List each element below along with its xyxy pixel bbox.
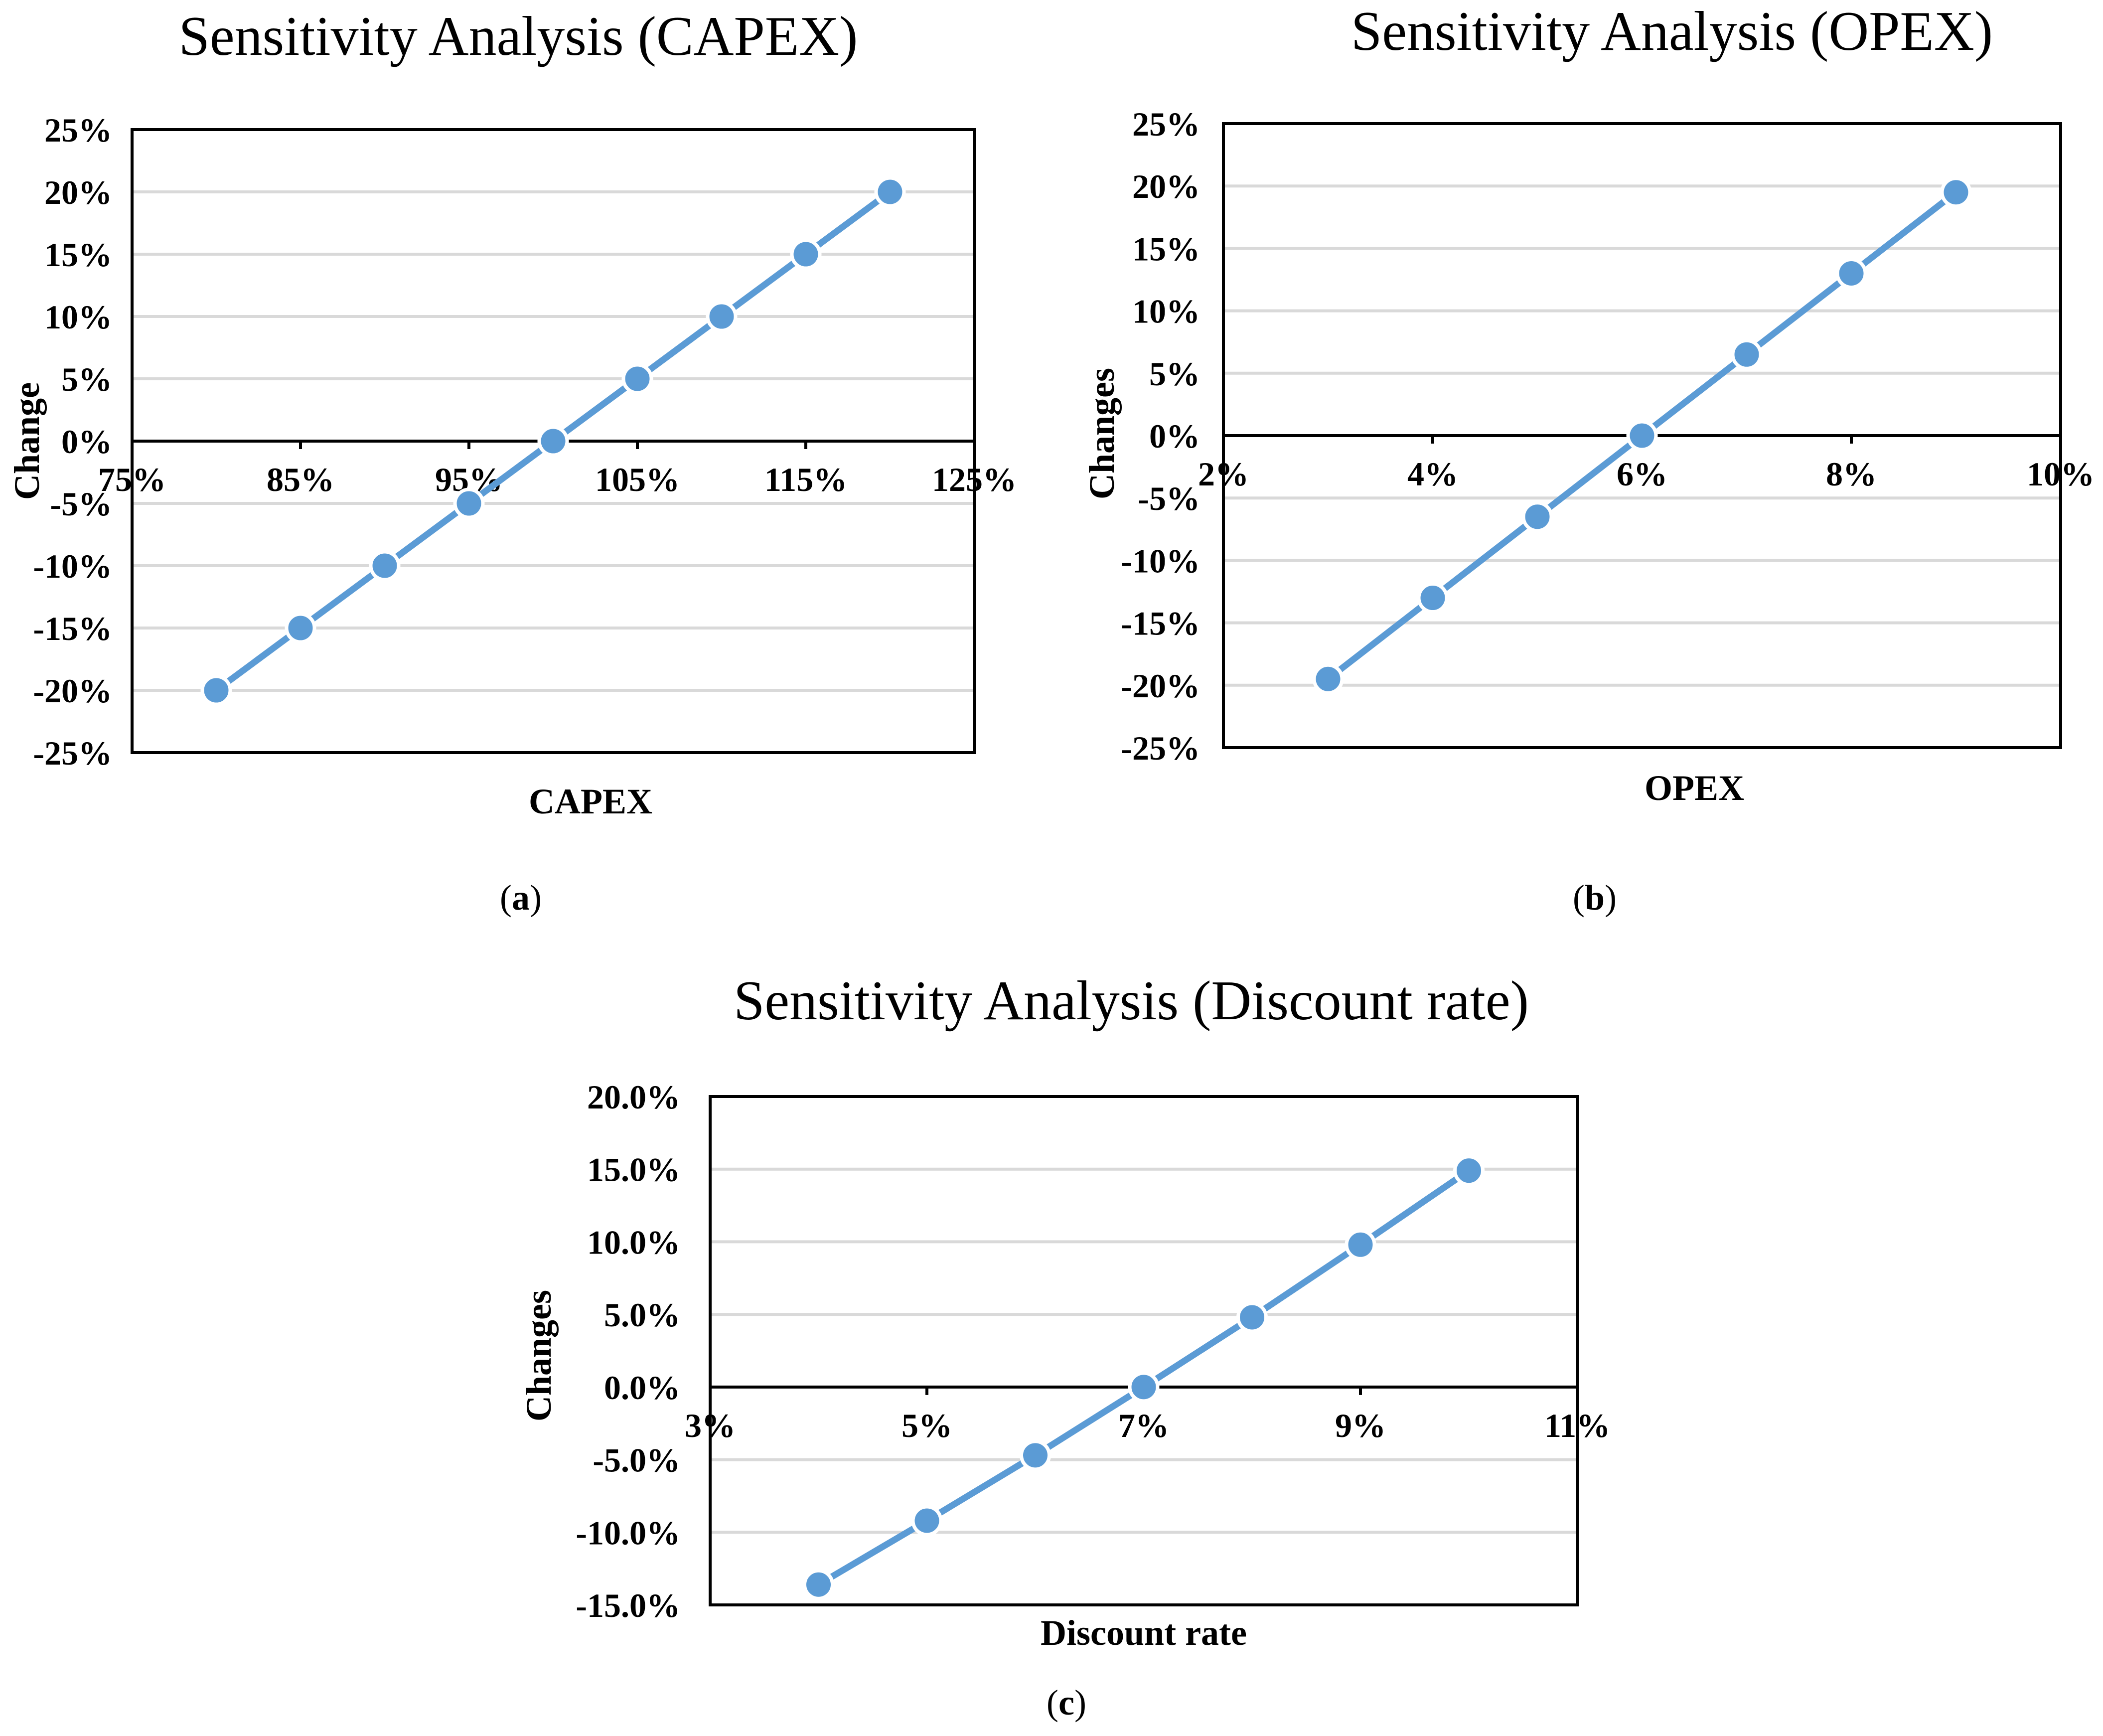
y-tick-label: 15.0%	[587, 1151, 680, 1189]
chart-title: Sensitivity Analysis (Discount rate)	[734, 970, 1529, 1032]
x-tick-label: 115%	[764, 461, 847, 498]
chart-title: Sensitivity Analysis (CAPEX)	[179, 5, 858, 67]
data-point	[285, 612, 316, 644]
y-tick-label: -10%	[1121, 542, 1200, 580]
plot-frame	[709, 1095, 1579, 1606]
y-tick-label: -10%	[33, 547, 112, 585]
data-point	[1731, 338, 1763, 370]
data-point	[1521, 501, 1553, 533]
x-axis-label: CAPEX	[529, 782, 652, 821]
data-point	[1128, 1371, 1160, 1403]
data-point	[1626, 420, 1658, 452]
y-tick-label: -10.0%	[576, 1514, 680, 1552]
chart-title: Sensitivity Analysis (OPEX)	[1351, 0, 1993, 62]
data-point	[537, 425, 569, 457]
data-point	[1453, 1155, 1485, 1187]
x-tick-label: 125%	[932, 461, 1017, 498]
y-tick-label: 20%	[44, 173, 112, 211]
y-tick-label: 10.0%	[587, 1223, 680, 1261]
x-tick-label: 85%	[267, 461, 334, 498]
y-tick-label: -15.0%	[576, 1586, 680, 1624]
y-axis-label: Changes	[1082, 368, 1122, 499]
y-tick-label: 25%	[1132, 105, 1200, 143]
data-point	[790, 238, 822, 270]
data-point	[1312, 663, 1344, 695]
data-point	[621, 363, 653, 395]
panel-label: (a)	[500, 878, 542, 918]
x-tick-label: 10%	[2027, 455, 2095, 493]
y-tick-label: 15%	[44, 236, 112, 274]
chart-c: Sensitivity Analysis (Discount rate) 3% 5%…	[519, 970, 1610, 1723]
y-tick-label: 10%	[1132, 293, 1200, 330]
y-tick-label: 5%	[1149, 355, 1200, 393]
x-tick-label: 75%	[98, 461, 166, 498]
y-tick-label: -25%	[33, 734, 112, 772]
y-axis-label: Changes	[519, 1290, 559, 1421]
y-tick-label: 25%	[44, 111, 112, 149]
data-point	[1020, 1439, 1051, 1471]
x-axis-label: OPEX	[1645, 768, 1744, 808]
panel-letter: b	[1585, 878, 1605, 918]
y-tick-label: -5%	[50, 485, 112, 523]
y-tick-label: 20%	[1132, 167, 1200, 205]
data-point	[1835, 257, 1867, 289]
panel-label: (b)	[1573, 878, 1617, 918]
data-point	[453, 487, 485, 519]
x-tick-label: 6%	[1617, 455, 1667, 493]
data-point	[200, 674, 232, 706]
x-tick-label: 3%	[685, 1407, 736, 1444]
x-tick-label: 11%	[1544, 1407, 1610, 1444]
data-point	[803, 1569, 834, 1600]
chart-a: Sensitivity Analysis (CAPEX)75% 85% 95% 105…	[7, 5, 1017, 918]
y-tick-label: -15%	[33, 610, 112, 647]
y-tick-label: -5%	[1138, 479, 1200, 517]
y-tick-label: 0.0%	[604, 1369, 680, 1407]
panel-letter: a	[512, 878, 530, 918]
x-tick-label: 8%	[1826, 455, 1877, 493]
x-tick-label: 9%	[1335, 1407, 1386, 1444]
y-tick-label: 5.0%	[604, 1296, 680, 1334]
y-tick-label: 20.0%	[587, 1078, 680, 1116]
panel-letter: c	[1058, 1683, 1074, 1723]
y-tick-label: 15%	[1132, 230, 1200, 268]
y-tick-label: 10%	[44, 298, 112, 336]
y-tick-label: -15%	[1121, 605, 1200, 642]
data-point	[1345, 1229, 1376, 1261]
x-tick-label: 4%	[1407, 455, 1458, 493]
data-point	[369, 550, 401, 582]
data-point	[1940, 176, 1972, 208]
y-tick-label: 0%	[1149, 417, 1200, 455]
data-point	[1417, 582, 1449, 614]
x-tick-label: 7%	[1118, 1407, 1169, 1444]
y-axis-label: Change	[7, 382, 47, 500]
data-point	[874, 176, 906, 208]
y-tick-label: -20%	[1121, 667, 1200, 705]
data-point	[1236, 1301, 1268, 1333]
y-tick-label: -20%	[33, 672, 112, 710]
y-tick-label: -25%	[1121, 729, 1200, 767]
x-tick-label: 2%	[1198, 455, 1249, 493]
y-tick-label: -5.0%	[593, 1441, 680, 1479]
x-axis-label: Discount rate	[1041, 1613, 1247, 1653]
x-tick-label: 105%	[595, 461, 680, 498]
y-tick-label: 0%	[61, 423, 112, 461]
x-tick-label: 5%	[901, 1407, 952, 1444]
y-tick-label: 5%	[61, 360, 112, 398]
chart-b: Sensitivity Analysis (OPEX) 2% 4% 6% 8% 10% 25…	[1082, 0, 2095, 918]
panel-label: (c)	[1047, 1683, 1086, 1723]
data-point	[706, 301, 738, 332]
data-point	[911, 1505, 943, 1537]
